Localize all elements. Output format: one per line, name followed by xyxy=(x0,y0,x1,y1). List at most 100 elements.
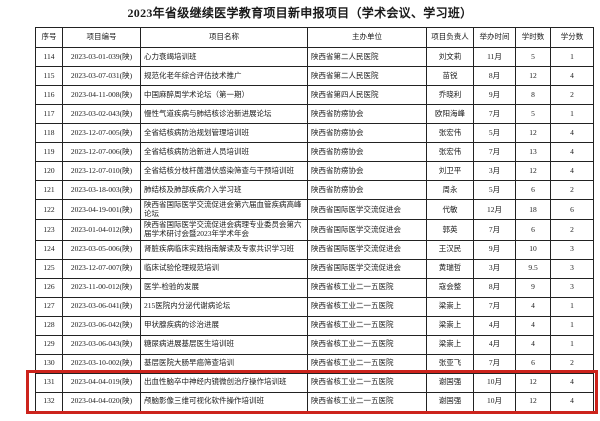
cell-code: 2023-03-07-031(陕) xyxy=(62,66,141,87)
cell-name: 陕西省国际医学交流促进会病理专业委员会第六届学术研讨会暨2023年学术年会 xyxy=(140,219,308,241)
cell-name: 陕西省国际医学交流促进会第六届血管疾病高峰论坛 xyxy=(140,199,308,221)
cell-leader: 谢国强 xyxy=(426,391,474,412)
cell-org: 陕西省国际医学交流促进会 xyxy=(307,199,427,221)
cell-month: 5月 xyxy=(473,123,516,144)
column-header: 举办时间 xyxy=(473,27,516,49)
cell-name: 规范化老年综合评估技术推广 xyxy=(140,66,308,87)
cell-month: 3月 xyxy=(473,258,516,279)
column-header: 项目名称 xyxy=(140,27,308,49)
cell-month: 7月 xyxy=(473,219,516,241)
cell-leader: 乔晓利 xyxy=(426,85,474,106)
cell-name: 医学-检验的发展 xyxy=(140,277,308,298)
cell-hours: 5 xyxy=(515,47,551,68)
projects-table: 序号 项目编号 项目名称 主办单位 项目负责人 举办时间 学时数 学分数 114 2023-03… xyxy=(35,27,594,412)
cell-code: 2023-01-04-012(陕) xyxy=(62,219,141,241)
cell-month: 7月 xyxy=(473,142,516,163)
cell-name: 慢性气道疾病与肺结核诊治新进展论坛 xyxy=(140,104,308,125)
table-row: 123 2023-01-04-012(陕) 陕西省国际医学交流促进会病理专业委员会第… xyxy=(35,219,594,241)
cell-hours: 5 xyxy=(515,104,551,125)
cell-hours: 12 xyxy=(515,66,551,87)
cell-credits: 3 xyxy=(550,239,594,260)
cell-code: 2023-03-10-002(陕) xyxy=(62,353,141,374)
cell-org: 陕西省核工业二一五医院 xyxy=(307,334,427,355)
cell-org: 陕西省核工业二一五医院 xyxy=(307,277,427,298)
cell-no: 120 xyxy=(35,161,63,182)
page-title: 2023年省级继续医学教育项目新申报项目（学术会议、学习班） xyxy=(127,6,473,20)
cell-org: 陕西省第二人民医院 xyxy=(307,47,427,68)
cell-month: 12月 xyxy=(473,199,516,221)
table-row: 126 2023-11-00-012(陕) 医学-检验的发展 陕西省核工业二一五医院寇… xyxy=(35,277,594,298)
cell-month: 11月 xyxy=(473,47,516,68)
cell-code: 2023-03-06-042(陕) xyxy=(62,315,141,336)
cell-hours: 12 xyxy=(515,161,551,182)
cell-leader: 黄瑞哲 xyxy=(426,258,474,279)
cell-no: 114 xyxy=(35,47,63,68)
cell-credits: 2 xyxy=(550,85,594,106)
cell-name: 全省结核病防治规划管理培训班 xyxy=(140,123,308,144)
cell-name: 215医院内分泌代谢病论坛 xyxy=(140,296,308,317)
cell-code: 2023-12-07-005(陕) xyxy=(62,123,141,144)
table-row: 117 2023-03-02-043(陕) 慢性气道疾病与肺结核诊治新进展论坛 陕西省… xyxy=(35,104,594,125)
table-row: 125 2023-12-07-007(陕) 临床试验伦理规范培训 陕西省国际医学交流促… xyxy=(35,258,594,279)
cell-leader: 郭英 xyxy=(426,219,474,241)
cell-hours: 13 xyxy=(515,142,551,163)
cell-leader: 梁崇上 xyxy=(426,315,474,336)
cell-org: 陕西省国际医学交流促进会 xyxy=(307,239,427,260)
cell-name: 临床试验伦理规范培训 xyxy=(140,258,308,279)
cell-name: 全省结核病防治新进人员培训班 xyxy=(140,142,308,163)
cell-credits: 4 xyxy=(550,372,594,393)
cell-name: 糖尿病进展基层医生培训班 xyxy=(140,334,308,355)
table-row: 128 2023-03-06-042(陕) 甲状腺疾病的诊治进展 陕西省核工业二一五医… xyxy=(35,315,594,336)
table-row: 124 2023-03-05-006(陕) 肾脏疾病临床实践指南解读及专家共识学习班… xyxy=(35,239,594,260)
column-header: 序号 xyxy=(35,27,63,49)
cell-leader: 张亚飞 xyxy=(426,353,474,374)
cell-credits: 3 xyxy=(550,258,594,279)
cell-month: 9月 xyxy=(473,85,516,106)
cell-leader: 代敏 xyxy=(426,199,474,221)
column-header: 学分数 xyxy=(550,27,594,49)
cell-hours: 6 xyxy=(515,353,551,374)
cell-org: 陕西省国际医学交流促进会 xyxy=(307,219,427,241)
cell-credits: 1 xyxy=(550,315,594,336)
cell-credits: 4 xyxy=(550,142,594,163)
table-row: 114 2023-03-01-039(陕) 心力衰竭培训班 陕西省第二人民医院 刘文莉 1… xyxy=(35,47,594,68)
cell-name: 基层医院大肠早癌筛查培训 xyxy=(140,353,308,374)
cell-no: 127 xyxy=(35,296,63,317)
cell-code: 2023-03-06-043(陕) xyxy=(62,334,141,355)
cell-credits: 3 xyxy=(550,277,594,298)
cell-no: 130 xyxy=(35,353,63,374)
cell-month: 10月 xyxy=(473,391,516,412)
cell-credits: 6 xyxy=(550,199,594,221)
cell-credits: 4 xyxy=(550,66,594,87)
table-row: 127 2023-03-06-041(陕) 215医院内分泌代谢病论坛 陕西省核工业二… xyxy=(35,296,594,317)
table-header: 序号 项目编号 项目名称 主办单位 项目负责人 举办时间 学时数 学分数 xyxy=(35,27,594,49)
table-row: 132 2023-04-04-020(陕) 颅脑影像三维可视化软件操作培训班 陕西省核… xyxy=(35,391,594,412)
column-header: 项目编号 xyxy=(62,27,141,49)
cell-no: 117 xyxy=(35,104,63,125)
cell-name: 出血性脑卒中神经内镜微创治疗操作培训班 xyxy=(140,372,308,393)
cell-no: 131 xyxy=(35,372,63,393)
cell-no: 132 xyxy=(35,391,63,412)
cell-org: 陕西省防痨协会 xyxy=(307,180,427,201)
cell-month: 3月 xyxy=(473,161,516,182)
cell-hours: 9 xyxy=(515,277,551,298)
cell-hours: 10 xyxy=(515,239,551,260)
cell-code: 2023-11-00-012(陕) xyxy=(62,277,141,298)
cell-month: 9月 xyxy=(473,239,516,260)
cell-org: 陕西省核工业二一五医院 xyxy=(307,372,427,393)
cell-code: 2023-03-02-043(陕) xyxy=(62,104,141,125)
cell-name: 颅脑影像三维可视化软件操作培训班 xyxy=(140,391,308,412)
cell-name: 肺结核及肺部疾病介入学习班 xyxy=(140,180,308,201)
cell-code: 2023-04-19-001(陕) xyxy=(62,199,141,221)
cell-hours: 6 xyxy=(515,219,551,241)
cell-code: 2023-04-04-020(陕) xyxy=(62,391,141,412)
cell-org: 陕西省核工业二一五医院 xyxy=(307,296,427,317)
cell-org: 陕西省核工业二一五医院 xyxy=(307,353,427,374)
cell-code: 2023-03-18-003(陕) xyxy=(62,180,141,201)
cell-leader: 梁崇上 xyxy=(426,334,474,355)
cell-leader: 周永 xyxy=(426,180,474,201)
column-header: 主办单位 xyxy=(307,27,427,49)
cell-hours: 12 xyxy=(515,123,551,144)
cell-name: 甲状腺疾病的诊治进展 xyxy=(140,315,308,336)
